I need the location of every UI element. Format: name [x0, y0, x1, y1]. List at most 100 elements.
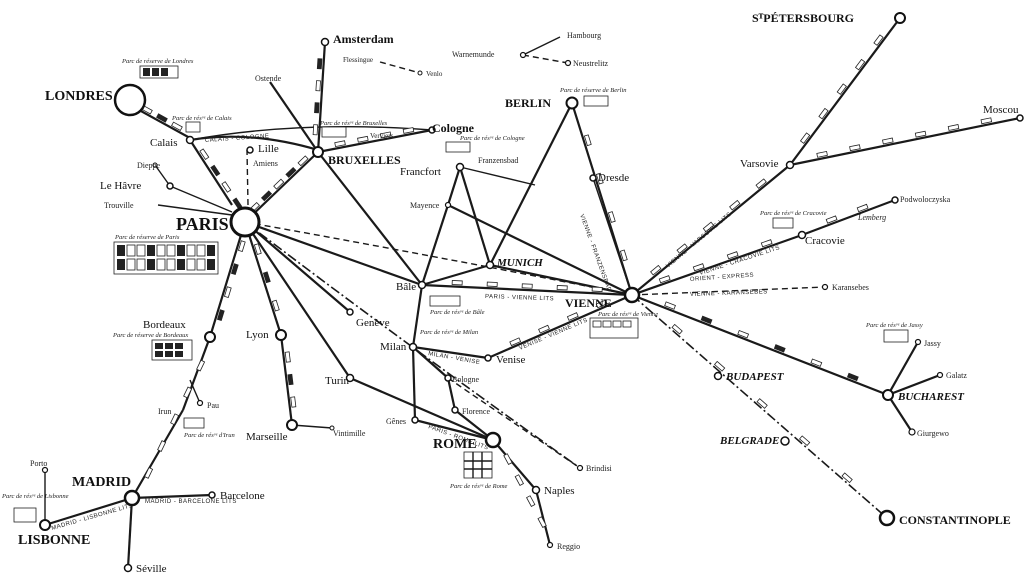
city-label-seville: Séville — [136, 563, 167, 575]
railcar-glyph — [583, 134, 592, 147]
depot-cell — [207, 245, 215, 256]
depot-cologne: Parc de résᵛᵉ de Cologne — [445, 135, 525, 153]
city-label-francfort: Francfort — [400, 166, 441, 178]
railcar-glyph — [664, 301, 676, 310]
station-marker-brindisi — [576, 464, 584, 472]
railcar-glyph — [379, 131, 392, 139]
railcar-glyph — [846, 372, 859, 382]
railcar-glyph — [253, 243, 262, 255]
railcar-glyph — [692, 263, 705, 272]
railcar-glyph — [334, 140, 346, 148]
station-marker-porto — [41, 466, 49, 474]
city-label-berlin: BERLIN — [505, 96, 551, 110]
railcar-glyph — [223, 286, 232, 299]
railcar-glyph — [262, 271, 271, 284]
route-label-calais-cologne: CALAIS - COLOGNE — [205, 133, 270, 143]
railcar-glyph — [650, 264, 662, 276]
depot-cell — [186, 258, 196, 271]
depot-cell — [186, 244, 196, 257]
city-label-geneve: Genève — [356, 317, 390, 329]
route-label-madrid-barcelone: MADRID - BARCELONE LITS — [145, 499, 237, 505]
depot-cell — [196, 244, 206, 257]
railcar-glyph — [825, 215, 838, 224]
city-label-bordeaux: Bordeaux — [143, 319, 186, 331]
depot-bordeaux: Parc de réserve de Bordeaux — [112, 332, 193, 361]
station-marker-rome — [484, 431, 502, 449]
depot-label-londres: Parc de réserve de Londres — [121, 58, 194, 65]
city-label-dieppe: Dieppe — [137, 161, 161, 170]
city-label-barcelone: Barcelone — [220, 490, 265, 502]
depot-cell — [136, 244, 146, 257]
city-label-amiens: Amiens — [253, 159, 278, 168]
railcar-glyph — [556, 285, 568, 291]
city-label-genes: Gênes — [386, 417, 406, 426]
railcar-glyph — [260, 190, 273, 202]
city-label-venlo: Venlo — [426, 70, 443, 78]
route-label-vienne-varsovie: VIENNE - VARSOVIE LITS — [665, 211, 733, 269]
railcar-glyph — [216, 309, 225, 322]
railcar-glyph — [671, 323, 683, 335]
station-marker-berlin — [565, 96, 579, 110]
station-marker-madrid — [123, 489, 141, 507]
depot-cracovie: Parc de résᵛᵉ de Cracovie — [759, 210, 827, 229]
railcar-glyph — [199, 148, 210, 160]
railcar-glyph — [818, 107, 829, 120]
railcar-glyph — [849, 144, 861, 152]
railcar-glyph — [760, 239, 773, 248]
railcar-glyph — [230, 263, 239, 276]
station-marker-vintimille — [329, 425, 335, 431]
depot-label-lisbonne: Parc de résᵛᵉ de Lisbonne — [1, 493, 69, 500]
city-label-reggio: Reggio — [557, 542, 580, 551]
city-label-bale: Bâle — [396, 281, 416, 293]
station-marker-bale — [417, 280, 427, 290]
station-marker-jassy — [914, 338, 922, 346]
depot-lisbonne: Parc de résᵛᵉ de Lisbonne — [1, 493, 69, 523]
station-marker-lisbonne — [39, 519, 51, 531]
station-marker-naples — [531, 485, 541, 495]
city-label-porto: Porto — [30, 459, 47, 468]
railcar-glyph — [980, 117, 993, 125]
city-label-turin: Turin — [325, 375, 350, 387]
railcar-glyph — [947, 124, 960, 131]
city-label-warnemunde: Warnemunde — [452, 50, 495, 59]
railcar-glyph — [316, 58, 323, 70]
city-label-paris: PARIS — [176, 214, 229, 234]
station-marker-budapest — [713, 371, 723, 381]
city-label-cracovie: Cracovie — [805, 235, 845, 247]
city-label-moscou: Moscou — [983, 104, 1019, 116]
city-label-bucharest: BUCHAREST — [897, 391, 965, 403]
city-label-mayence: Mayence — [410, 201, 440, 210]
city-label-irun: Irun — [158, 407, 171, 416]
depot-cell — [207, 259, 215, 270]
railcar-glyph — [595, 299, 608, 309]
railcar-glyph — [566, 312, 579, 321]
railcar-glyph — [537, 516, 547, 528]
station-marker-marseille — [286, 419, 298, 431]
railcar-glyph — [729, 199, 741, 211]
route-label-vienne-cracovie: VIENNE - CRACOVIE LITS — [699, 245, 781, 277]
station-marker-calais — [185, 135, 195, 145]
railcar-glyph — [315, 80, 321, 92]
station-marker-reggio — [546, 541, 554, 549]
city-label-vienne: VIENNE — [565, 296, 612, 310]
station-marker-francfort — [455, 162, 465, 172]
city-label-galatz: Galatz — [946, 371, 967, 380]
city-label-flessingue: Flessingue — [343, 56, 373, 64]
city-label-ostende: Ostende — [255, 74, 282, 83]
depot-label-jassy: Parc de résᵛᵉ de Jassy — [865, 322, 923, 329]
city-label-le-havre: Le Hâvre — [100, 180, 141, 192]
railcar-glyph — [914, 130, 927, 138]
route-label-orient-express: ORIENT - EXPRESS — [690, 273, 755, 283]
stations — [39, 12, 1024, 573]
railcar-glyph — [799, 132, 811, 144]
depot-cell — [126, 258, 136, 271]
city-label-naples: Naples — [544, 485, 575, 497]
railcar-glyph — [713, 360, 726, 372]
depot-label-milan: Parc de résᵛᵉ de Milan — [419, 329, 478, 336]
city-label-venise: Venise — [496, 354, 525, 366]
station-marker-varsovie — [785, 160, 795, 170]
depot-milan: Parc de résᵛᵉ de Milan — [419, 329, 478, 336]
railcar-glyph — [514, 474, 525, 486]
railcar-glyph — [816, 150, 828, 158]
depot-label-calais: Parc de résᵛᵉ de Calais — [171, 115, 232, 122]
